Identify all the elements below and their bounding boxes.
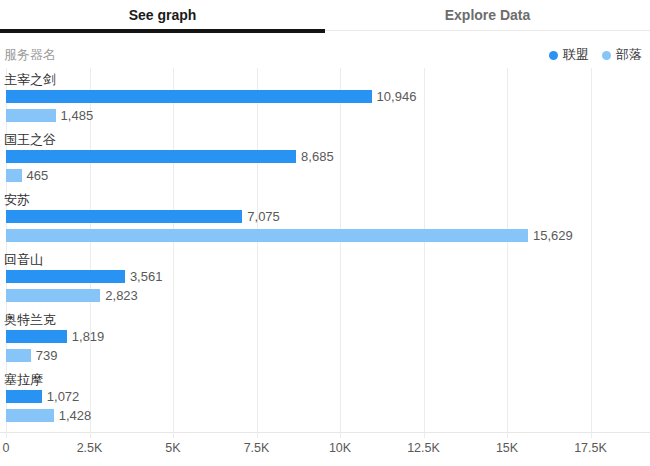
x-axis-tick-label: 15K (496, 441, 518, 455)
server-group: 塞拉摩 1,072 1,428 (0, 373, 650, 422)
plot-area: 主宰之剑 10,946 1,485 国王之谷 8,685 465 安苏 7,075 15,629… (0, 68, 650, 433)
bar-row: 1,485 (0, 109, 650, 122)
x-axis-tick-label: 12.5K (407, 441, 440, 455)
tab-see-graph-label: See graph (129, 7, 197, 23)
bar-value-label: 1,819 (72, 330, 105, 343)
server-name-label: 塞拉摩 (4, 373, 650, 387)
bar-row: 1,819 (0, 330, 650, 343)
horde-bar[interactable] (6, 349, 31, 362)
bar-row: 7,075 (0, 210, 650, 223)
server-group: 奥特兰克 1,819 739 (0, 313, 650, 362)
x-axis: 0 2.5K 5K 7.5K 10K 12.5K 15K 17.5K (0, 441, 650, 457)
x-axis-tick-label: 10K (329, 441, 351, 455)
alliance-bar[interactable] (6, 270, 125, 283)
x-axis-tick-label: 7.5K (244, 441, 270, 455)
bar-value-label: 1,072 (47, 390, 80, 403)
horde-dot-icon (602, 51, 611, 60)
bar-value-label: 1,428 (59, 409, 92, 422)
tab-see-graph[interactable]: See graph (0, 0, 325, 33)
horde-bar[interactable] (6, 169, 22, 182)
x-axis-tick-label: 0 (3, 441, 10, 455)
tab-bar: See graph Explore Data (0, 0, 650, 33)
bar-row: 10,946 (0, 90, 650, 103)
legend-alliance-label: 联盟 (563, 46, 589, 64)
x-axis-tick-label: 17.5K (574, 441, 607, 455)
server-name-label: 回音山 (4, 253, 650, 267)
server-group: 国王之谷 8,685 465 (0, 133, 650, 182)
legend: 联盟 部落 (549, 46, 642, 64)
alliance-dot-icon (549, 51, 558, 60)
alliance-bar[interactable] (6, 210, 242, 223)
bar-value-label: 2,823 (105, 289, 138, 302)
horde-bar[interactable] (6, 109, 56, 122)
x-axis-tick-label: 5K (165, 441, 180, 455)
bar-groups: 主宰之剑 10,946 1,485 国王之谷 8,685 465 安苏 7,075 15,629… (0, 73, 650, 433)
bar-value-label: 739 (36, 349, 58, 362)
alliance-bar[interactable] (6, 390, 42, 403)
bar-row: 2,823 (0, 289, 650, 302)
tab-explore-data-label: Explore Data (445, 7, 531, 23)
chart-header: 服务器名 联盟 部落 (4, 46, 642, 64)
bar-row: 1,428 (0, 409, 650, 422)
bar-row: 1,072 (0, 390, 650, 403)
x-axis-tick-label: 2.5K (77, 441, 103, 455)
horde-bar[interactable] (6, 229, 528, 242)
legend-item-alliance[interactable]: 联盟 (549, 46, 589, 64)
server-group: 回音山 3,561 2,823 (0, 253, 650, 302)
tab-explore-data[interactable]: Explore Data (325, 0, 650, 33)
bar-value-label: 8,685 (301, 150, 334, 163)
bar-value-label: 7,075 (247, 210, 280, 223)
server-name-label: 安苏 (4, 193, 650, 207)
server-name-label: 奥特兰克 (4, 313, 650, 327)
bar-value-label: 15,629 (533, 229, 573, 242)
bar-value-label: 1,485 (61, 109, 94, 122)
bar-row: 739 (0, 349, 650, 362)
bar-row: 15,629 (0, 229, 650, 242)
bar-row: 465 (0, 169, 650, 182)
legend-horde-label: 部落 (616, 46, 642, 64)
alliance-bar[interactable] (6, 330, 67, 343)
y-axis-title: 服务器名 (4, 46, 56, 64)
server-name-label: 主宰之剑 (4, 73, 650, 87)
server-group: 安苏 7,075 15,629 (0, 193, 650, 242)
alliance-bar[interactable] (6, 90, 372, 103)
horde-bar[interactable] (6, 289, 100, 302)
bar-value-label: 3,561 (130, 270, 163, 283)
bar-row: 3,561 (0, 270, 650, 283)
chart-widget: See graph Explore Data 服务器名 联盟 部落 主宰之剑 10… (0, 0, 650, 466)
server-group: 主宰之剑 10,946 1,485 (0, 73, 650, 122)
bar-row: 8,685 (0, 150, 650, 163)
horde-bar[interactable] (6, 409, 54, 422)
legend-item-horde[interactable]: 部落 (602, 46, 642, 64)
bar-value-label: 10,946 (377, 90, 417, 103)
bar-value-label: 465 (27, 169, 49, 182)
server-name-label: 国王之谷 (4, 133, 650, 147)
alliance-bar[interactable] (6, 150, 296, 163)
